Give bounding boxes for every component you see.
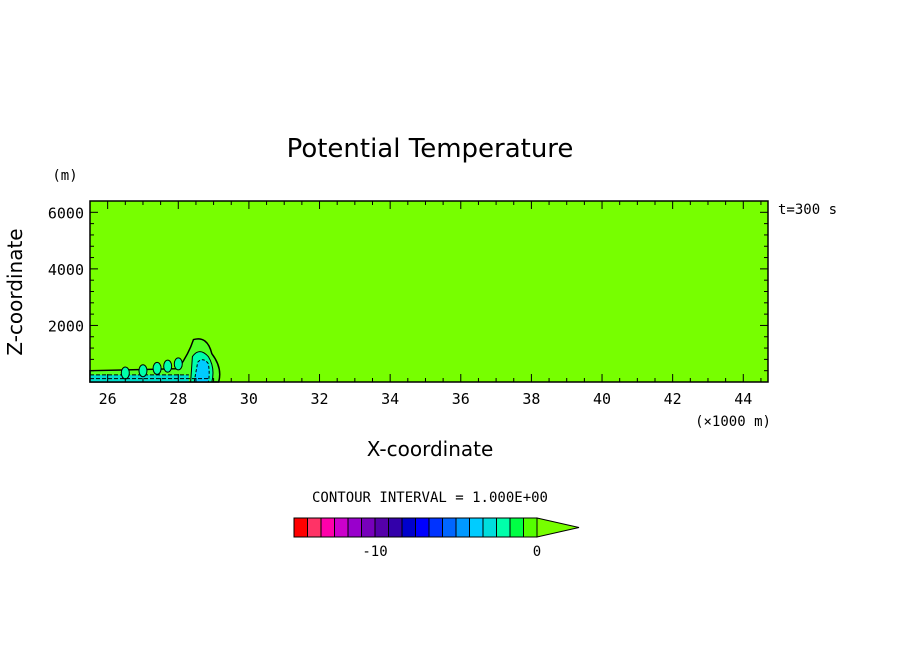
eddy-contour [120,366,130,380]
colorbar-swatch [455,517,470,538]
colorbar-swatch [388,517,403,538]
eddy-contour [163,359,173,373]
y-tick-label: 4000 [48,261,84,279]
x-tick-label: 32 [311,390,329,408]
chart-title: Potential Temperature [287,134,574,164]
x-tick-label: 30 [240,390,258,408]
x-tick-label: 26 [99,390,117,408]
x-tick-label: 42 [664,390,682,408]
x-tick-label: 36 [452,390,470,408]
y-axis-label: Z-coordinate [3,228,27,355]
contour-interval-label: CONTOUR INTERVAL = 1.000E+00 [312,490,548,506]
colorbar-swatch [307,517,322,538]
y-units: (m) [52,168,77,184]
x-axis: 26 28 30 32 34 36 38 40 42 44 [89,201,762,408]
colorbar-swatch [482,517,497,538]
colorbar-swatch [347,517,362,538]
colorbar-swatch [293,517,308,538]
colorbar-tick-label: -10 [362,544,387,560]
colorbar-extension [536,517,580,538]
colorbar-swatch [469,517,484,538]
eddy-contour [138,364,148,378]
colorbar-swatch [401,517,416,538]
y-tick-label: 2000 [48,317,84,335]
colorbar-swatch [361,517,376,538]
colorbar-swatch [320,517,335,538]
x-tick-label: 44 [734,390,752,408]
y-tick-label: 6000 [48,204,84,222]
eddy-contour [152,361,162,375]
x-tick-label: 34 [381,390,399,408]
x-units: (×1000 m) [695,414,771,430]
colorbar-swatch [496,517,511,538]
colorbar-swatch [374,517,389,538]
eddy-contour [173,357,183,371]
colorbar-tick-label: 0 [533,544,541,560]
x-axis-label: X-coordinate [367,437,494,461]
colorbar-swatch [428,517,443,538]
colorbar-swatch [334,517,349,538]
colorbar: -10 0 [293,517,580,560]
y-axis: 2000 4000 6000 [48,204,768,372]
time-label: t=300 s [778,202,837,218]
colorbar-swatch [442,517,457,538]
colorbar-swatch [509,517,524,538]
x-tick-label: 28 [169,390,187,408]
colorbar-swatch [415,517,430,538]
x-tick-label: 38 [522,390,540,408]
cold-pool-field [89,338,221,383]
x-tick-label: 40 [593,390,611,408]
colorbar-swatch [523,517,538,538]
cold-pool-band [193,359,210,383]
